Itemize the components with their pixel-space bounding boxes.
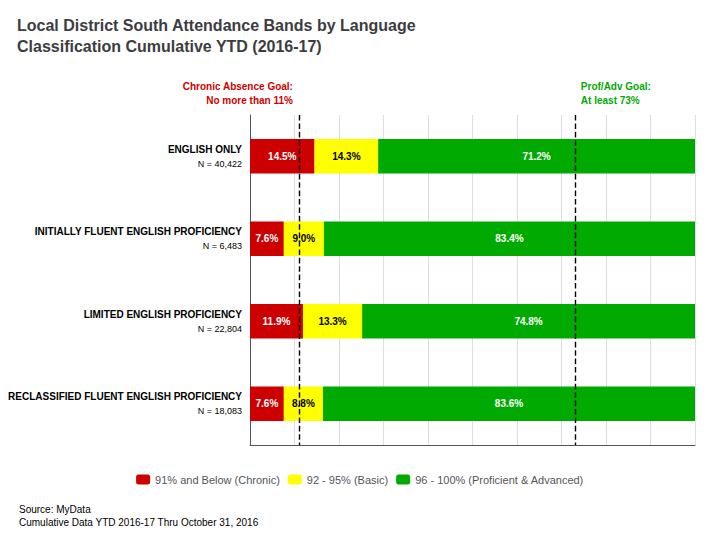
svg-text:9.0%: 9.0% (292, 233, 315, 244)
svg-text:7.6%: 7.6% (256, 233, 279, 244)
svg-text:Source: MyData: Source: MyData (19, 504, 91, 515)
svg-text:71.2%: 71.2% (522, 151, 550, 162)
svg-text:N = 6,483: N = 6,483 (203, 241, 242, 251)
svg-text:ENGLISH ONLY: ENGLISH ONLY (168, 144, 242, 155)
svg-text:At least 73%: At least 73% (581, 95, 640, 106)
svg-text:RECLASSIFIED FLUENT ENGLISH PR: RECLASSIFIED FLUENT ENGLISH PROFICIENCY (8, 391, 242, 402)
svg-text:N = 18,083: N = 18,083 (198, 406, 242, 416)
svg-text:11.9%: 11.9% (263, 316, 291, 327)
svg-text:LIMITED ENGLISH PROFICIENCY: LIMITED ENGLISH PROFICIENCY (84, 309, 243, 320)
svg-text:Local District South Attendanc: Local District South Attendance Bands by… (17, 17, 416, 34)
svg-text:No more than 11%: No more than 11% (206, 95, 293, 106)
svg-text:N = 22,804: N = 22,804 (198, 324, 242, 334)
svg-text:Cumulative Data YTD 2016-17 Th: Cumulative Data YTD 2016-17 Thru October… (19, 517, 259, 528)
svg-text:8.8%: 8.8% (292, 398, 315, 409)
svg-text:14.5%: 14.5% (268, 151, 296, 162)
svg-text:INITIALLY FLUENT ENGLISH PROFI: INITIALLY FLUENT ENGLISH PROFICIENCY (35, 226, 243, 237)
svg-text:91% and Below (Chronic): 91% and Below (Chronic) (155, 474, 280, 486)
svg-text:92 - 95% (Basic): 92 - 95% (Basic) (307, 474, 388, 486)
svg-text:74.8%: 74.8% (514, 316, 542, 327)
svg-text:Prof/Adv Goal:: Prof/Adv Goal: (581, 81, 651, 92)
svg-text:13.3%: 13.3% (318, 316, 346, 327)
svg-text:Chronic Absence Goal:: Chronic Absence Goal: (183, 81, 293, 92)
svg-text:96 - 100% (Proficient & Advanc: 96 - 100% (Proficient & Advanced) (415, 474, 583, 486)
svg-text:Classification Cumulative YTD: Classification Cumulative YTD (2016-17) (17, 38, 322, 55)
svg-text:83.4%: 83.4% (495, 233, 523, 244)
svg-text:83.6%: 83.6% (495, 398, 523, 409)
svg-text:N = 40,422: N = 40,422 (198, 159, 242, 169)
svg-text:14.3%: 14.3% (332, 151, 360, 162)
svg-text:7.6%: 7.6% (256, 398, 279, 409)
